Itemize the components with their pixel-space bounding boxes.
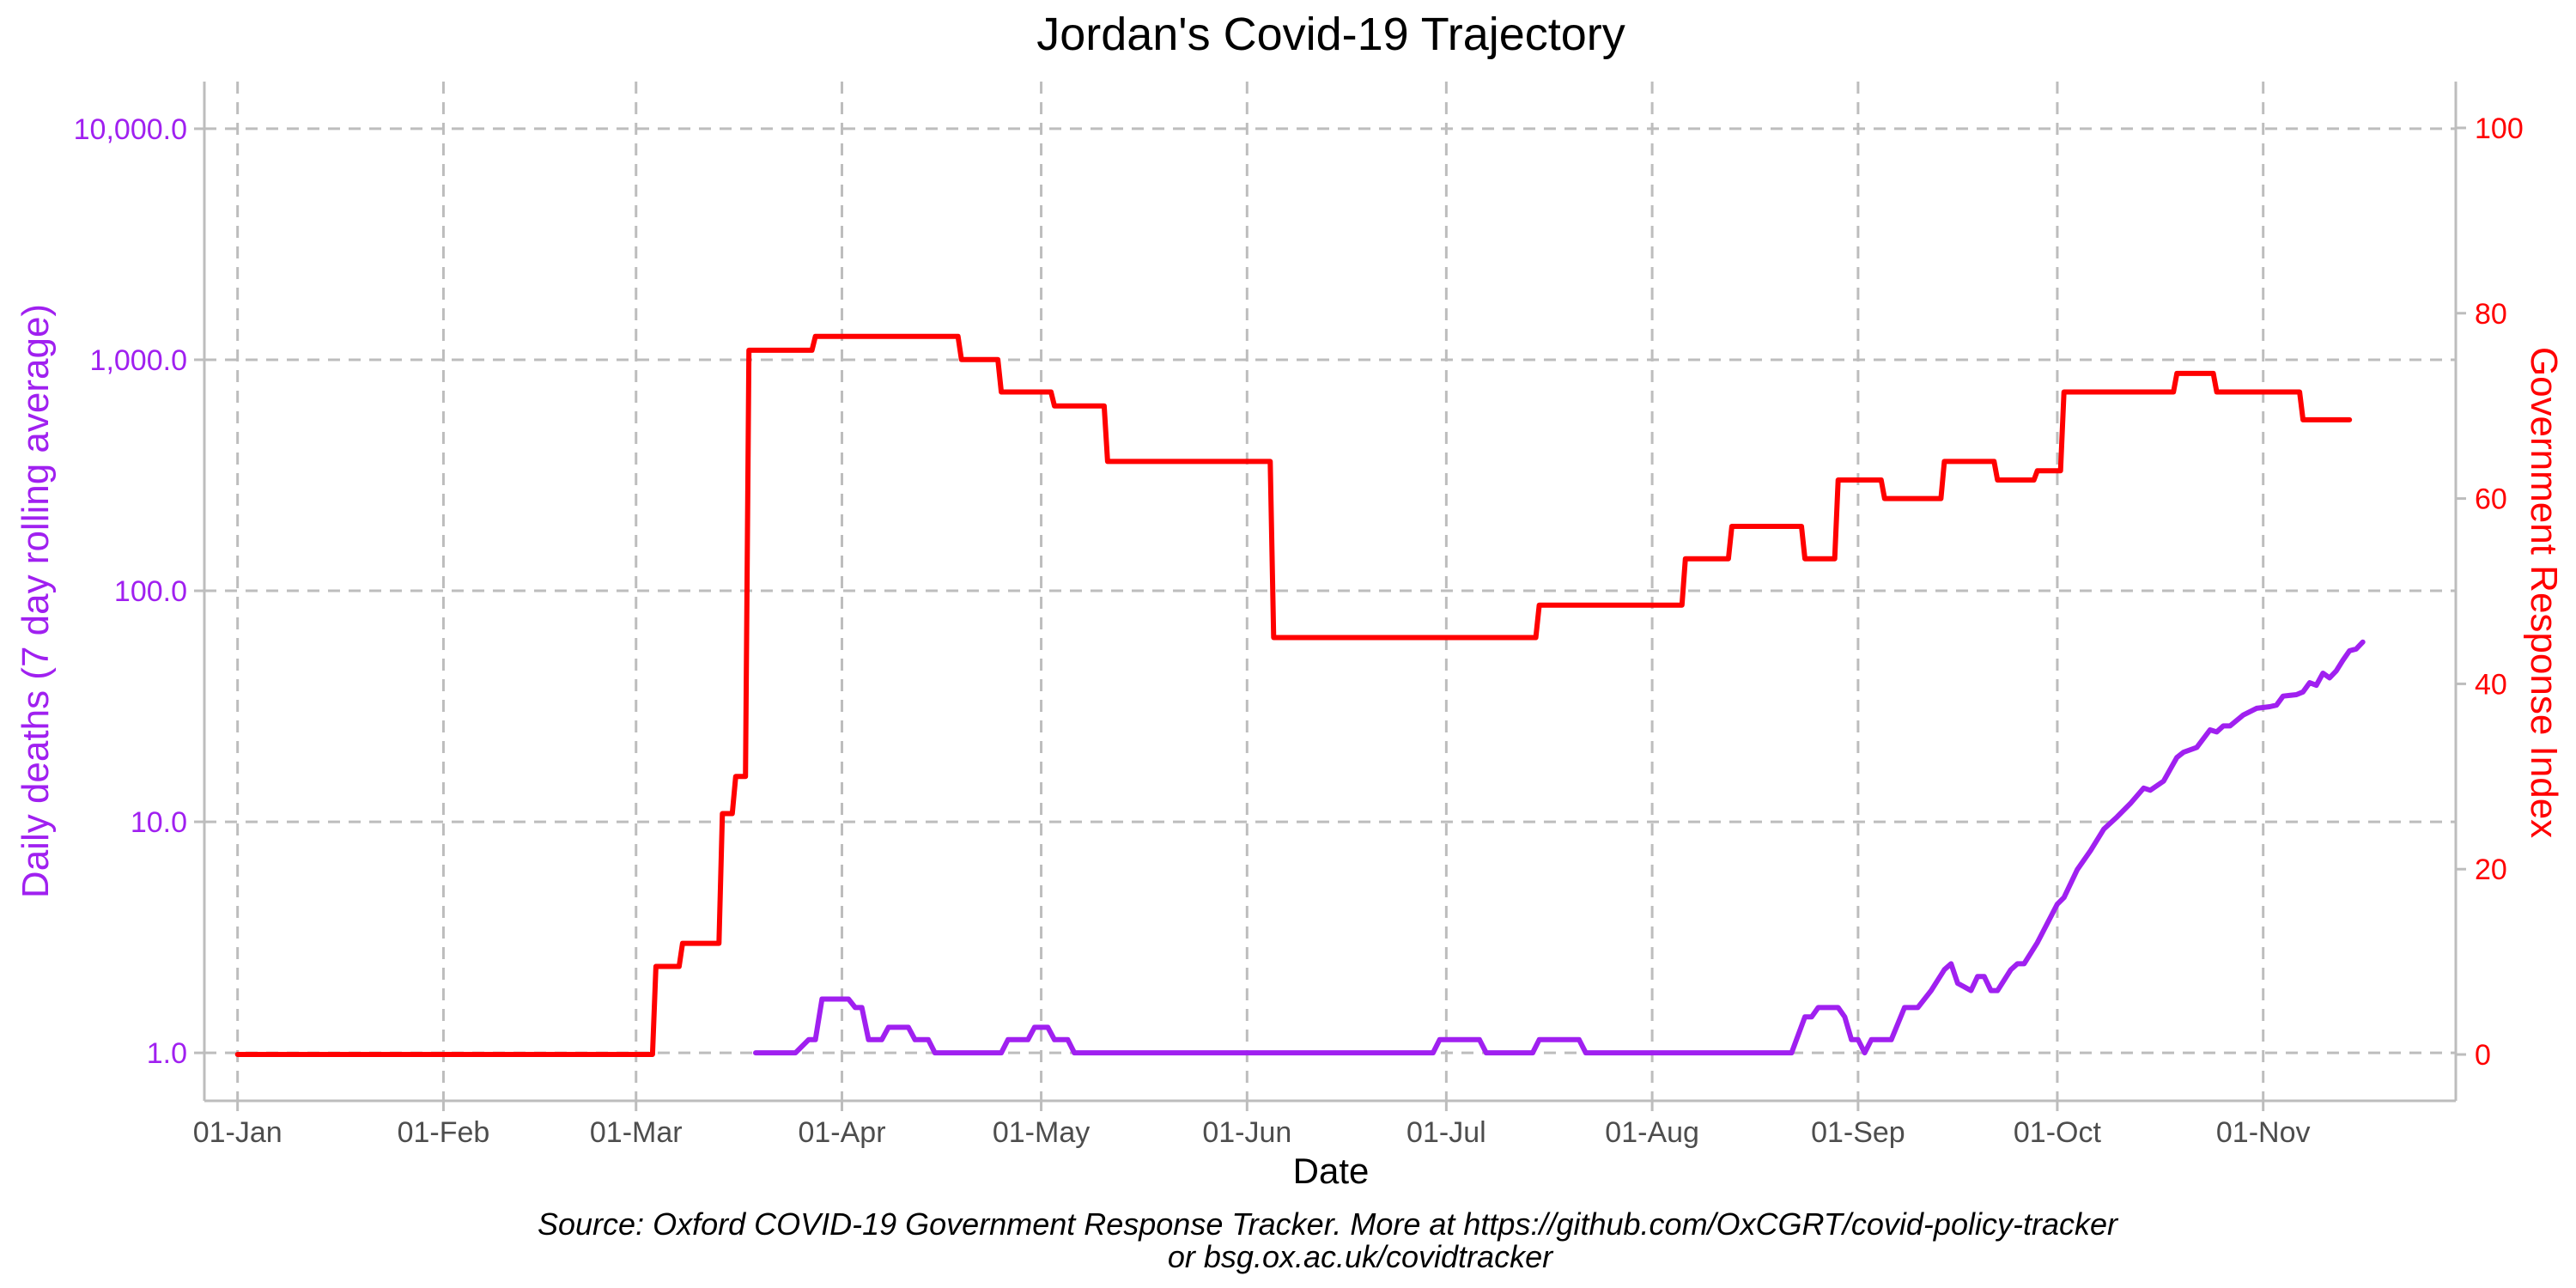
series	[234, 333, 2366, 1057]
gridlines	[204, 82, 2456, 1101]
y-right-tick-label: 60	[2475, 483, 2507, 516]
x-tick-label: 01-Apr	[798, 1116, 885, 1149]
government-response-index-line	[234, 333, 2353, 1057]
source-caption-line-1: Source: Oxford COVID-19 Government Respo…	[538, 1206, 2119, 1242]
y-left-tick-label: 1,000.0	[90, 344, 187, 377]
y-right-tick-label: 0	[2475, 1039, 2491, 1072]
tick-labels: 01-Jan 01-Feb 01-Mar 01-Apr 01-May 01-Jun 01-J…	[74, 112, 2524, 1149]
y-axis-left-title: Daily deaths (7 day rolling average)	[15, 304, 57, 898]
x-tick-label: 01-Oct	[2014, 1116, 2102, 1149]
x-tick-label: 01-Jul	[1406, 1116, 1486, 1149]
y-left-tick-label: 10.0	[131, 806, 187, 839]
daily-deaths-line	[753, 639, 2366, 1056]
x-tick-label: 01-Nov	[2216, 1116, 2311, 1149]
x-tick-label: 01-Mar	[590, 1116, 683, 1149]
y-left-tick-label: 100.0	[114, 575, 187, 608]
x-tick-label: 01-Jun	[1202, 1116, 1291, 1149]
source-caption-line-2: or bsg.ox.ac.uk/covidtracker	[1168, 1239, 1554, 1274]
y-right-tick-label: 20	[2475, 854, 2507, 886]
y-axis-right-title: Government Response Index	[2523, 347, 2565, 838]
y-right-tick-label: 100	[2475, 112, 2524, 145]
chart-title: Jordan's Covid-19 Trajectory	[1036, 9, 1625, 60]
y-right-tick-label: 80	[2475, 298, 2507, 331]
x-tick-label: 01-Sep	[1811, 1116, 1905, 1149]
y-right-tick-label: 40	[2475, 668, 2507, 701]
y-left-tick-label: 10,000.0	[74, 113, 187, 146]
axes	[194, 82, 2466, 1111]
x-tick-label: 01-Jan	[193, 1116, 283, 1149]
x-tick-label: 01-May	[993, 1116, 1090, 1149]
x-tick-label: 01-Feb	[398, 1116, 490, 1149]
y-left-tick-label: 1.0	[147, 1037, 187, 1070]
x-tick-label: 01-Aug	[1605, 1116, 1699, 1149]
x-axis-title: Date	[1293, 1151, 1370, 1191]
